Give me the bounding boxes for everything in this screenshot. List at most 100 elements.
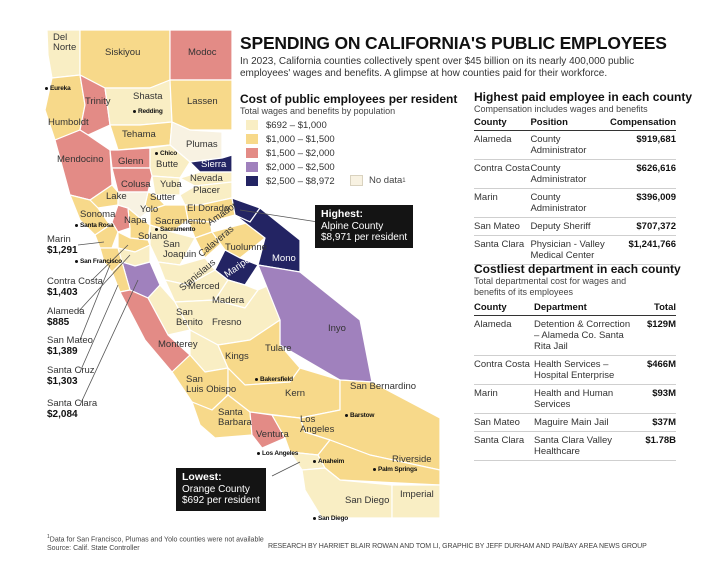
city-barstow: Barstow — [344, 412, 375, 419]
county-lassen — [169, 79, 233, 131]
city-sacramento: Sacramento — [154, 226, 196, 233]
highest-paid-subtitle: Compensation includes wages and benefits — [474, 104, 648, 114]
legend-label: $2,500 – $8,972 — [266, 175, 335, 187]
city-chico: Chico — [154, 150, 178, 157]
bay-label-value: $1,303 — [47, 376, 78, 387]
county-label-monterey: Monterey — [158, 339, 198, 350]
column-header: Total — [638, 300, 676, 316]
city-anaheim: Anaheim — [312, 458, 345, 465]
county-label-plumas: Plumas — [186, 139, 218, 150]
county-label-kern: Kern — [285, 388, 306, 399]
county-label-napa: Napa — [124, 215, 147, 226]
county-label-san-luis-obispo: San Luis Obispo — [186, 374, 237, 395]
bay-label-value: $2,084 — [47, 409, 78, 420]
legend-label: $1,500 – $2,000 — [266, 147, 335, 159]
cell-value: $707,372 — [610, 217, 676, 236]
column-header: County — [474, 115, 531, 131]
column-header: Compensation — [610, 115, 676, 131]
county-label-san-benito: San Benito — [176, 307, 203, 328]
county-label-siskiyou: Siskiyou — [105, 47, 141, 58]
table-row: Alameda Detention & Correction – Alameda … — [474, 315, 676, 356]
county-tuolumne — [211, 221, 266, 259]
cell-value: $626,616 — [610, 159, 676, 189]
county-label-sonoma: Sonoma — [80, 209, 116, 220]
bay-label-marin: Marin $1,291 — [47, 234, 78, 256]
county-label-los-angeles: Los Angeles — [300, 414, 335, 435]
county-label-san-joaquin: San Joaquin — [163, 239, 197, 260]
bay-label-contra-costa: Contra Costa $1,403 — [47, 276, 103, 298]
legend-swatch — [246, 120, 258, 130]
table-row: Alameda County Administrator $919,681 — [474, 130, 676, 160]
county-colusa — [111, 167, 153, 193]
callout-heading: Lowest: — [182, 471, 222, 483]
county-label-sutter: Sutter — [150, 192, 176, 203]
county-label-imperial: Imperial — [400, 489, 434, 500]
footnote-mark: 1 — [47, 534, 50, 540]
bay-label-county: Santa Clara — [47, 398, 98, 409]
table-row: San Mateo Maguire Main Jail $37M — [474, 413, 676, 432]
county-label-yuba: Yuba — [160, 179, 182, 190]
costliest-dept-table: County Department Total Alameda Detention… — [474, 300, 676, 461]
cell-position: County Administrator — [530, 159, 611, 189]
county-label-yolo: Yolo — [140, 204, 159, 215]
legend-swatch — [246, 162, 258, 172]
table-header-row: County Position Compensation — [474, 115, 676, 131]
county-label-ventura: Ventura — [256, 429, 289, 440]
county-label-sierra: Sierra — [201, 159, 227, 170]
callout-value: $692 per resident — [182, 495, 260, 506]
county-label-tuolumne: Tuolumne — [225, 242, 267, 253]
cell-position: County Administrator — [530, 130, 611, 160]
cell-value: $129M — [638, 315, 676, 356]
cell-department: Health Services – Hospital Enterprise — [534, 355, 638, 385]
legend-swatch — [246, 148, 258, 158]
table-row: Marin County Administrator $396,009 — [474, 188, 676, 218]
cell-department: Health and Human Services — [534, 384, 638, 414]
city-santa-rosa: Santa Rosa — [74, 222, 114, 229]
legend-nodata: No data 1 — [350, 175, 406, 186]
costliest-dept-title: Costliest department in each county — [474, 262, 681, 276]
bay-label-value: $1,389 — [47, 346, 78, 357]
county-label-colusa: Colusa — [121, 179, 151, 190]
table-row: Contra Costa Health Services – Hospital E… — [474, 355, 676, 385]
cell-value: $1,241,766 — [610, 235, 676, 265]
city-bakersfield: Bakersfield — [255, 376, 293, 383]
cell-value: $37M — [638, 413, 676, 432]
county-label-mono: Mono — [272, 253, 296, 264]
bay-label-santa-cruz: Santa Cruz $1,303 — [47, 365, 95, 387]
bay-label-county: Marin — [47, 234, 71, 245]
bay-label-san-mateo: San Mateo $1,389 — [47, 335, 93, 357]
county-label-glenn: Glenn — [118, 156, 144, 167]
footnote: 1Data for San Francisco, Plumas and Yolo… — [47, 533, 264, 553]
cell-county: Marin — [474, 188, 531, 218]
callout-county: Alpine County — [321, 220, 384, 232]
cell-value: $93M — [638, 384, 676, 414]
county-label-riverside: Riverside — [392, 454, 432, 465]
cell-county: Alameda — [474, 315, 534, 356]
county-ventura — [249, 411, 286, 449]
callout-county: Orange County — [182, 483, 250, 495]
bay-label-value: $1,403 — [47, 287, 78, 298]
county-mono — [234, 207, 301, 273]
cell-county: Santa Clara — [474, 431, 534, 461]
page-title: SPENDING ON CALIFORNIA'S PUBLIC EMPLOYEE… — [240, 33, 667, 53]
cell-value: $396,009 — [610, 188, 676, 218]
table-header-row: County Department Total — [474, 300, 676, 316]
county-label-lake: Lake — [106, 191, 127, 202]
county-label-sacramento: Sacramento — [155, 216, 207, 227]
cell-county: San Mateo — [474, 413, 534, 432]
legend-item: $692 – $1,000 — [246, 119, 327, 131]
city-palm-springs: Palm Springs — [372, 466, 418, 473]
cell-position: Deputy Sheriff — [530, 217, 611, 236]
cell-county: Santa Clara — [474, 235, 531, 265]
legend-item: $1,500 – $2,000 — [246, 147, 335, 159]
legend-item: $2,500 – $8,972 — [246, 175, 335, 187]
legend-label: $1,000 – $1,500 — [266, 133, 335, 145]
city-los-angeles: Los Angeles — [256, 450, 299, 457]
county-label-san-diego: San Diego — [345, 495, 390, 506]
legend-item: $1,000 – $1,500 — [246, 133, 335, 145]
county-label-mendocino: Mendocino — [57, 154, 104, 165]
county-sierra — [189, 154, 233, 173]
county-label-nevada: Nevada — [190, 173, 223, 184]
county-label-santa-barbara: Santa Barbara — [218, 407, 252, 428]
county-label-humboldt: Humboldt — [48, 117, 89, 128]
